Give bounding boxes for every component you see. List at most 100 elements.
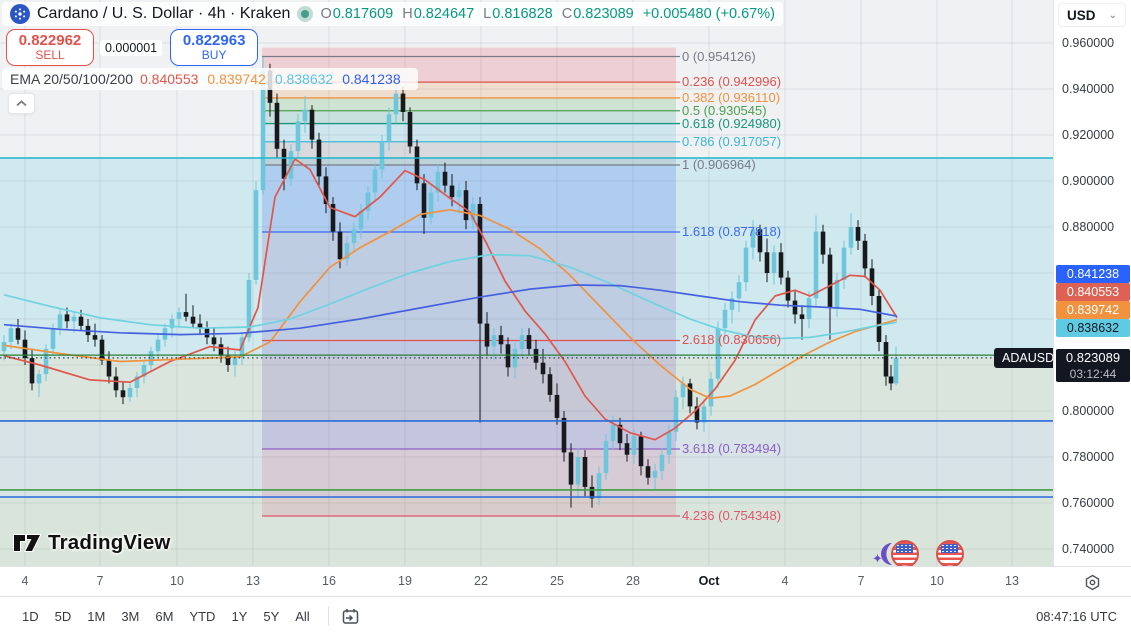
price-tick-label: 0.920000 xyxy=(1062,128,1115,142)
tradingview-logo-text: TradingView xyxy=(48,531,171,554)
market-status-icon[interactable] xyxy=(297,6,314,22)
indicator-price-tag: 0.841238 xyxy=(1056,265,1130,283)
range-button-5y[interactable]: 5Y xyxy=(263,608,280,624)
time-tick-label: 10 xyxy=(930,574,944,588)
buy-price: 0.822963 xyxy=(182,31,246,49)
price-tick-label: 0.960000 xyxy=(1062,36,1115,50)
price-chart-canvas[interactable] xyxy=(0,0,1053,566)
sell-button[interactable]: 0.822962 SELL xyxy=(6,29,94,66)
fib-level-label: 0.236 (0.942996) xyxy=(682,74,782,90)
bar-countdown: 03:12:44 xyxy=(1069,367,1117,381)
collapse-legend-button[interactable] xyxy=(8,93,35,114)
event-moon-icon[interactable] xyxy=(874,540,900,566)
time-tick-label: 10 xyxy=(170,574,184,588)
bottom-toolbar: 1D 5D 1M 3M 6M YTD 1Y 5Y All 08:47:16 UTC xyxy=(0,596,1131,635)
ema-value: 0.839742 xyxy=(207,71,266,87)
ema-legend-values: 0.840553 0.839742 0.838632 0.841238 xyxy=(140,71,410,87)
fib-level-label: 0.382 (0.936110) xyxy=(682,89,781,105)
go-to-date-button[interactable] xyxy=(339,604,363,628)
symbol-legend[interactable]: Cardano / U. S. Dollar · 4h · Kraken O0.… xyxy=(2,2,783,26)
time-tick-label: 28 xyxy=(626,574,640,588)
price-tick-label: 0.800000 xyxy=(1062,404,1115,418)
ema-line xyxy=(3,158,898,441)
fib-level-label: 0 (0.954126) xyxy=(682,48,756,64)
change-value: +0.005480 (+0.67%) xyxy=(642,6,775,22)
time-tick-label: 16 xyxy=(322,574,336,588)
ohlc-values: O0.817609 H0.824647 L0.816828 C0.823089 … xyxy=(320,6,775,22)
range-button-all[interactable]: All xyxy=(295,608,310,624)
spread-value: 0.000001 xyxy=(100,39,163,56)
fib-level-label: 4.236 (0.754348) xyxy=(682,507,782,523)
range-button-5d[interactable]: 5D xyxy=(54,608,72,624)
range-button-ytd[interactable]: YTD xyxy=(189,608,216,624)
fib-level-label: 3.618 (0.783494) xyxy=(682,440,782,456)
calendar-icon xyxy=(342,608,359,624)
fib-level-label: 0.5 (0.930545) xyxy=(682,102,767,118)
current-price-symbol-tag: ADAUSD xyxy=(994,348,1053,368)
time-tick-label: 4 xyxy=(21,574,29,588)
time-tick-label: Oct xyxy=(698,574,720,588)
indicator-price-tag: 0.838632 xyxy=(1056,319,1130,337)
buy-button[interactable]: 0.822963 BUY xyxy=(170,29,259,66)
indicator-price-tag: 0.839742 xyxy=(1056,301,1130,319)
range-button-1d[interactable]: 1D xyxy=(22,608,39,624)
range-button-1m[interactable]: 1M xyxy=(87,608,106,624)
chevron-down-icon: ⌄ xyxy=(1108,9,1117,21)
range-button-1y[interactable]: 1Y xyxy=(231,608,248,624)
time-tick-label: 4 xyxy=(781,574,789,588)
trade-panel: 0.822962 SELL 0.000001 0.822963 BUY xyxy=(6,29,259,66)
high-value: 0.824647 xyxy=(413,6,475,22)
time-tick-label: 13 xyxy=(1005,574,1019,588)
fib-level-label: 1.618 (0.877818) xyxy=(682,224,782,240)
ema-value: 0.841238 xyxy=(342,71,401,87)
current-price-value: 0.823089 xyxy=(1065,350,1121,365)
us-event-flag-icon-2[interactable] xyxy=(936,540,964,566)
price-tick-label: 0.900000 xyxy=(1062,174,1115,188)
currency-selector[interactable]: USD ⌄ xyxy=(1058,3,1126,27)
symbol-title[interactable]: Cardano / U. S. Dollar · 4h · Kraken xyxy=(37,5,291,22)
close-value: 0.823089 xyxy=(573,6,634,22)
event-sparkle-icon: ✦ xyxy=(872,551,883,566)
axis-settings-gear-icon[interactable] xyxy=(1082,572,1102,592)
time-tick-label: 22 xyxy=(474,574,488,588)
time-tick-label: 13 xyxy=(246,574,260,588)
ema-legend[interactable]: EMA 20/50/100/200 0.840553 0.839742 0.8386… xyxy=(2,68,418,90)
ema-line xyxy=(3,253,898,340)
time-tick-label: 7 xyxy=(857,574,865,588)
sell-price: 0.822962 xyxy=(18,31,82,49)
fib-level-label: 1 (0.906964) xyxy=(682,156,756,172)
low-value: 0.816828 xyxy=(492,6,553,22)
fib-level-label: 0.786 (0.917057) xyxy=(682,133,782,149)
ema-line xyxy=(3,208,898,400)
chevron-up-icon xyxy=(16,100,27,107)
cardano-logo-icon xyxy=(10,4,30,24)
toolbar-divider xyxy=(327,606,329,626)
ema-value: 0.840553 xyxy=(140,71,199,87)
open-value: 0.817609 xyxy=(332,6,394,22)
us-event-flag-icon[interactable] xyxy=(891,540,919,566)
time-axis[interactable]: 4 7 10 13 16 19 22 25 28 Oct 4 7 10 13 xyxy=(0,566,1131,596)
current-price-tag: 0.823089 03:12:44 xyxy=(1056,349,1130,382)
range-button-3m[interactable]: 3M xyxy=(121,608,140,624)
price-tick-label: 0.760000 xyxy=(1062,496,1115,510)
price-tick-label: 0.940000 xyxy=(1062,82,1115,96)
price-tick-label: 0.880000 xyxy=(1062,220,1115,234)
clock-utc[interactable]: 08:47:16 UTC xyxy=(1036,608,1117,624)
ema-line xyxy=(3,284,898,336)
price-tick-label: 0.740000 xyxy=(1062,542,1115,556)
range-buttons: 1D 5D 1M 3M 6M YTD 1Y 5Y All xyxy=(14,605,318,628)
range-button-6m[interactable]: 6M xyxy=(155,608,174,624)
indicator-price-tag: 0.840553 xyxy=(1056,283,1130,301)
time-tick-label: 7 xyxy=(96,574,104,588)
time-tick-label: 19 xyxy=(398,574,412,588)
tradingview-logo-icon xyxy=(13,534,42,552)
ema-value: 0.838632 xyxy=(274,71,334,87)
tradingview-logo[interactable]: TradingView xyxy=(12,531,171,555)
time-tick-label: 25 xyxy=(550,574,564,588)
ema-legend-title: EMA 20/50/100/200 xyxy=(10,71,133,87)
fib-level-label: 0.618 (0.924980) xyxy=(682,115,782,131)
price-axis[interactable]: USD ⌄ 0.960000 0.940000 0.920000 0.900000 0.… xyxy=(1053,0,1131,566)
fib-level-label: 2.618 (0.830656) xyxy=(682,332,782,348)
chart-plot-area[interactable]: 0 (0.954126) 0.236 (0.942996) 0.382 (0.936… xyxy=(0,0,1053,566)
